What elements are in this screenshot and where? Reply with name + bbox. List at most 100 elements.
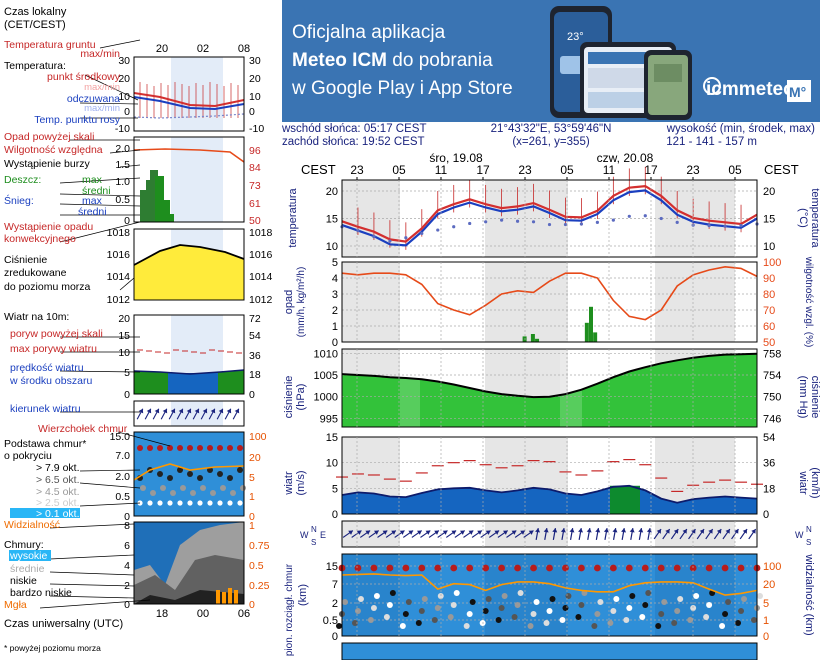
logo-badge: M°	[789, 84, 806, 100]
legend-tick: 1012	[107, 294, 131, 306]
storm-label: Wystąpienie burzy	[4, 158, 90, 170]
tick-label: 60	[763, 321, 775, 333]
legend-pointer	[39, 599, 151, 609]
app-banner[interactable]: Oficjalna aplikacja Meteo ICM do pobrani…	[282, 0, 820, 122]
legend-cloud-base	[227, 475, 233, 481]
legend-tick: 15	[118, 330, 130, 342]
wind-axis-title-r: wiatr	[797, 470, 809, 495]
cloud-base-point	[607, 620, 614, 626]
legend-tick: 0	[249, 511, 255, 523]
wind-arrow-icon	[463, 530, 474, 538]
legend-cloud-base	[237, 500, 243, 506]
wind-arrow-head	[451, 530, 457, 535]
legend-tick: 1.5	[115, 159, 130, 171]
legend-pointer	[59, 177, 141, 184]
legend-wind-arrow-icon	[184, 408, 192, 420]
wind-arrow-head	[708, 529, 713, 534]
legend-texts: Czas lokalny (CET/CEST) 20 02 08 Tempera…	[4, 6, 250, 653]
legend-rain-bar	[150, 170, 158, 222]
cloud-base-point	[511, 614, 518, 620]
wind-arrow-head	[503, 530, 508, 535]
precip-bar	[584, 322, 589, 342]
tick-label: 10	[326, 458, 338, 470]
precip-bar	[589, 306, 593, 342]
clouds-high-label: wysokie	[9, 550, 48, 562]
cest-label-right: CEST	[764, 162, 799, 177]
legend-pointer	[59, 370, 141, 373]
pressure-axis-unit: (hPa)	[295, 384, 307, 411]
legend-cloud-base	[187, 500, 193, 506]
legend-tick: 0	[249, 599, 255, 611]
dew-point	[547, 222, 552, 227]
wind-arrow-head	[356, 530, 362, 535]
cloud-base-point	[405, 599, 412, 605]
cloud-base-point	[741, 596, 748, 602]
cloud-base-point	[639, 614, 646, 620]
legend-rain-bar	[164, 200, 170, 222]
legend-visibility-line	[133, 463, 245, 481]
legend-cloud-top	[237, 445, 243, 451]
cloud-top-point	[546, 564, 553, 572]
wind-arrow-icon	[595, 527, 601, 541]
wind-arrow-icon	[437, 530, 448, 538]
tick-label: 1	[763, 615, 769, 627]
legend-pointer	[59, 203, 141, 207]
tick-label: 20	[326, 186, 338, 198]
phone-temp: 23°	[567, 31, 584, 43]
legend-wind-arrow-icon	[152, 408, 160, 420]
legend-tick: 10	[118, 91, 130, 103]
day-label-1: śro, 19.08	[429, 151, 483, 165]
tick-label: 746	[763, 413, 781, 425]
cloud-base-point	[482, 608, 489, 614]
dew-point	[707, 224, 711, 228]
hour-label: 05	[728, 163, 742, 177]
legend-wind-arrow-head	[218, 408, 224, 414]
wind-strong-band	[610, 485, 640, 514]
legend-tick: 30	[249, 55, 261, 67]
snow-max-label: max	[82, 195, 103, 207]
legend-wind-arrow-icon	[208, 408, 216, 420]
dew-point	[531, 220, 536, 224]
legend-temp-line	[133, 92, 245, 108]
tick-label: 18	[763, 483, 775, 495]
cloud-base-point	[549, 596, 556, 602]
cloud-base-point	[399, 623, 406, 629]
wind-arrow-head	[612, 528, 618, 533]
legend-pressure-area	[134, 245, 244, 300]
wind-arrow-icon	[488, 530, 500, 538]
cloud-top-point	[482, 564, 490, 572]
cloud-base-point	[453, 590, 460, 596]
cloud-top-point	[641, 564, 649, 572]
cloud-top-point	[418, 564, 426, 572]
wind-arrow-icon	[688, 528, 696, 540]
legend-cloud-top	[167, 445, 173, 451]
dew-point	[563, 222, 568, 227]
tick-label: 3	[332, 289, 338, 301]
legend-pointer	[49, 554, 135, 560]
legend-pressure-line	[133, 244, 245, 266]
wind-arrow-icon	[578, 527, 584, 541]
precip-axis-unit: (mm/h, kg/m²/h)	[296, 267, 307, 338]
wind-arrow-head	[646, 528, 652, 533]
ground-temp-maxmin: max/min	[80, 48, 120, 60]
cloud-base-point	[578, 602, 585, 608]
wind-arrow-icon	[705, 528, 714, 540]
tick-label: 20	[763, 579, 775, 591]
cloud-base-point	[373, 593, 380, 599]
cloud-base-point	[418, 608, 425, 614]
cloud-base-point	[626, 605, 633, 611]
cloud-top-point	[354, 564, 362, 572]
visibility-axis-title: widzialność (km)	[803, 553, 815, 635]
legend-panel-frame	[133, 431, 245, 517]
wind-arrow-head	[468, 530, 474, 535]
cloud-base-point	[450, 602, 457, 608]
legend-pointer	[79, 469, 141, 472]
legend-panel-frame	[133, 136, 245, 223]
cloud-base-point	[674, 608, 681, 614]
legend-wind-arrow-icon	[160, 408, 168, 420]
wind-arrow-icon	[377, 530, 388, 538]
cloud-top-label: Wierzchołek chmur	[38, 423, 128, 435]
wind-arrow-head	[682, 529, 687, 534]
legend-tick: 1018	[107, 227, 131, 239]
tick-label: 20	[763, 186, 775, 198]
